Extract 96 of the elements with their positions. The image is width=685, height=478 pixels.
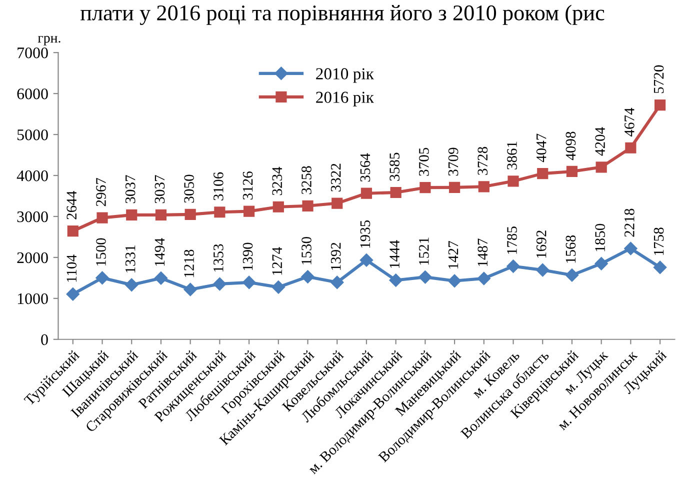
data-label: 1487	[478, 238, 488, 266]
point	[654, 99, 666, 111]
data-label: 3106	[214, 172, 224, 200]
point	[594, 256, 608, 270]
point	[508, 176, 519, 187]
y-tick-label: 2000	[17, 252, 48, 264]
point	[653, 260, 667, 274]
data-label: 3728	[478, 146, 488, 175]
legend-label: 2016 рік	[316, 92, 374, 106]
point	[155, 209, 167, 221]
point	[96, 271, 109, 285]
point	[96, 212, 108, 224]
chart-title: плати у 2016 році та порівняння його з 2010 роком (рис	[80, 4, 604, 25]
point	[389, 274, 402, 287]
data-label: 3234	[272, 166, 282, 196]
data-label: 1390	[242, 242, 253, 270]
data-label: 3564	[360, 153, 370, 182]
data-label: 1500	[96, 238, 106, 266]
point	[272, 201, 284, 212]
point	[478, 181, 490, 192]
data-label: 1353	[214, 244, 224, 272]
data-label: 1785	[507, 226, 517, 254]
data-label: 3709	[448, 148, 458, 176]
y-tick-label: 5000	[17, 129, 48, 140]
point	[302, 200, 314, 212]
point	[536, 263, 550, 277]
point	[420, 182, 431, 194]
point	[154, 272, 168, 285]
point	[418, 270, 432, 284]
data-label: 1850	[595, 224, 605, 252]
point	[67, 225, 78, 237]
data-label: 1530	[302, 236, 312, 264]
data-label: 3705	[419, 148, 429, 176]
data-label: 1427	[448, 241, 458, 269]
data-label: 1521	[419, 238, 429, 265]
point	[477, 272, 490, 286]
data-label: 2967	[96, 178, 106, 206]
data-label: 1218	[184, 250, 194, 278]
point	[243, 206, 255, 217]
point	[125, 278, 138, 292]
data-label: 2644	[66, 191, 77, 220]
data-label: 4047	[536, 134, 546, 162]
data-label: 4204	[595, 127, 605, 156]
y-tick-label: 4000	[16, 170, 48, 182]
data-label: 1104	[66, 254, 77, 282]
point	[624, 242, 638, 256]
data-label: 1444	[390, 240, 400, 268]
point	[330, 276, 344, 289]
y-tick-label: 0	[41, 334, 48, 346]
y-tick-label: 3000	[17, 211, 48, 222]
point	[625, 142, 636, 154]
point	[184, 208, 196, 220]
data-label: 3126	[242, 171, 253, 200]
data-label: 1331	[125, 245, 136, 272]
point	[390, 186, 402, 198]
data-label: 3861	[507, 142, 517, 170]
point	[126, 209, 138, 221]
point	[332, 198, 343, 209]
point	[66, 288, 80, 301]
point	[213, 277, 226, 291]
y-tick-label: 1000	[18, 293, 48, 304]
y-tick-label: 6000	[17, 88, 48, 100]
point	[566, 166, 578, 178]
data-label: 3322	[330, 164, 341, 192]
point	[360, 254, 374, 267]
y-tick-label: 7000	[18, 48, 48, 58]
point	[448, 182, 460, 193]
data-label: 5720	[654, 65, 664, 94]
data-label: 3258	[302, 166, 312, 194]
data-label: 1274	[272, 247, 282, 275]
data-label: 4674	[624, 108, 634, 136]
data-label: 1692	[536, 230, 546, 258]
point	[565, 268, 579, 282]
point	[214, 206, 226, 218]
y-axis-title: грн.	[38, 36, 60, 46]
data-label: 3050	[184, 174, 194, 203]
data-label: 2218	[624, 208, 634, 237]
data-label: 4098	[566, 132, 576, 160]
point	[242, 276, 256, 290]
data-label: 3037	[154, 175, 165, 204]
data-label: 1568	[566, 235, 576, 263]
data-label: 1758	[654, 228, 664, 255]
point	[301, 270, 314, 284]
data-label: 1494	[154, 238, 165, 266]
point	[596, 162, 607, 173]
point	[272, 280, 285, 294]
legend-label: 2010 рік	[316, 68, 374, 83]
data-label: 3585	[390, 152, 400, 181]
data-label: 3037	[125, 175, 136, 204]
data-label: 1392	[330, 242, 341, 270]
point	[184, 282, 197, 296]
point	[506, 260, 520, 273]
point	[360, 188, 372, 199]
point	[537, 168, 548, 180]
point	[448, 274, 462, 288]
data-label: 1935	[360, 220, 370, 248]
